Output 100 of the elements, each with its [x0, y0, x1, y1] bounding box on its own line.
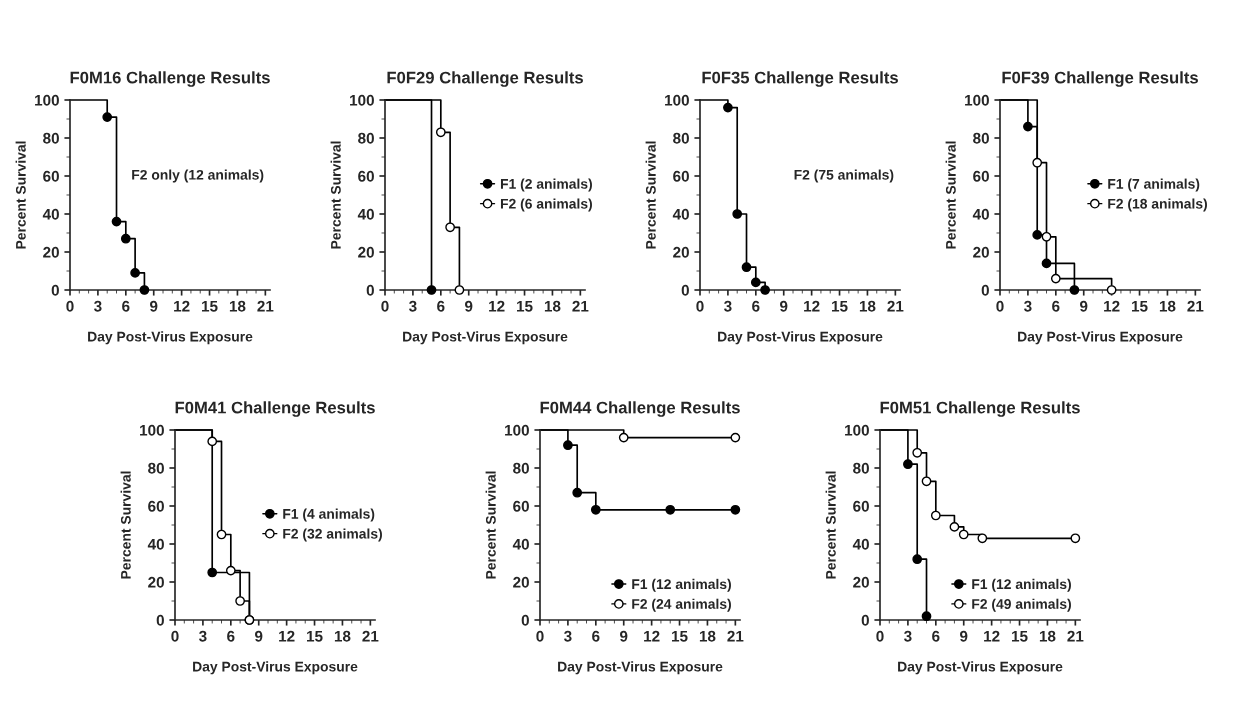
- x-tick-label: 9: [960, 630, 968, 642]
- y-tick-label: 100: [665, 94, 689, 106]
- y-tick-label: 0: [366, 284, 374, 296]
- x-tick-label: 6: [1052, 300, 1060, 312]
- x-tick-label: 12: [1104, 300, 1120, 312]
- x-tick-label: 0: [696, 300, 704, 312]
- x-axis-title: Day Post-Virus Exposure: [558, 661, 723, 675]
- y-tick-label: 80: [673, 132, 689, 144]
- y-tick-label: 80: [148, 462, 164, 474]
- y-tick-label: 0: [681, 284, 689, 296]
- y-tick-label: 60: [358, 170, 374, 182]
- x-tick-label: 21: [257, 300, 274, 312]
- x-tick-label: 9: [465, 300, 473, 312]
- legend-label: F2 (18 animals): [1108, 198, 1207, 212]
- x-tick-label: 0: [536, 630, 544, 642]
- x-tick-label: 9: [255, 630, 263, 642]
- x-tick-label: 15: [307, 630, 323, 642]
- y-tick-label: 80: [973, 132, 989, 144]
- y-tick-label: 80: [358, 132, 374, 144]
- y-tick-label: 20: [853, 576, 869, 588]
- y-tick-label: 80: [853, 462, 869, 474]
- x-tick-label: 18: [1039, 630, 1056, 642]
- y-axis-title: Percent Survival: [120, 471, 131, 579]
- y-tick-label: 100: [965, 94, 989, 106]
- legend-label: F2 (24 animals): [632, 598, 731, 612]
- y-tick-label: 40: [512, 538, 529, 550]
- x-tick-label: 6: [122, 300, 130, 312]
- x-tick-label: 12: [804, 300, 820, 312]
- x-tick-label: 21: [1187, 300, 1204, 312]
- y-tick-label: 100: [505, 424, 529, 436]
- x-axis-title: Day Post-Virus Exposure: [1018, 331, 1183, 345]
- x-tick-label: 6: [752, 300, 760, 312]
- y-tick-label: 20: [513, 576, 529, 588]
- y-axis-title: Percent Survival: [945, 141, 956, 249]
- x-tick-label: 12: [984, 630, 1000, 642]
- x-axis-title: Day Post-Virus Exposure: [898, 661, 1063, 675]
- y-axis-title: Percent Survival: [645, 141, 656, 249]
- x-tick-label: 21: [887, 300, 904, 312]
- x-tick-label: 12: [644, 630, 660, 642]
- x-tick-label: 18: [859, 300, 876, 312]
- x-tick-label: 6: [437, 300, 445, 312]
- chart-title: F0F29 Challenge Results: [387, 71, 583, 87]
- x-tick-label: 3: [564, 630, 572, 642]
- y-tick-label: 40: [357, 208, 374, 220]
- legend-label: F2 (32 animals): [283, 528, 382, 542]
- y-tick-label: 20: [673, 246, 689, 258]
- legend-label: F1 (7 animals): [1108, 178, 1200, 192]
- chart-title: F0F39 Challenge Results: [1002, 71, 1198, 87]
- y-tick-label: 20: [148, 576, 164, 588]
- x-axis-title: Day Post-Virus Exposure: [193, 661, 358, 675]
- x-tick-label: 9: [1080, 300, 1088, 312]
- x-tick-label: 0: [876, 630, 884, 642]
- x-tick-label: 15: [517, 300, 533, 312]
- legend-label: F2 (6 animals): [500, 198, 592, 212]
- y-tick-label: 60: [43, 170, 59, 182]
- y-tick-label: 0: [521, 614, 529, 626]
- x-tick-label: 21: [362, 630, 379, 642]
- x-tick-label: 0: [171, 630, 179, 642]
- y-tick-label: 0: [861, 614, 869, 626]
- x-tick-label: 15: [1132, 300, 1148, 312]
- y-tick-label: 80: [43, 132, 59, 144]
- x-tick-label: 12: [279, 630, 295, 642]
- y-tick-label: 20: [43, 246, 59, 258]
- x-tick-label: 3: [94, 300, 102, 312]
- x-tick-label: 6: [227, 630, 235, 642]
- x-tick-label: 21: [1067, 630, 1084, 642]
- y-tick-label: 40: [972, 208, 989, 220]
- x-tick-label: 3: [409, 300, 417, 312]
- x-tick-label: 21: [572, 300, 589, 312]
- y-tick-label: 80: [513, 462, 529, 474]
- y-tick-label: 100: [845, 424, 869, 436]
- annotation: F2 only (12 animals): [132, 169, 264, 183]
- y-tick-label: 60: [853, 500, 869, 512]
- legend-label: F1 (12 animals): [632, 578, 731, 592]
- y-tick-label: 60: [513, 500, 529, 512]
- y-tick-label: 40: [672, 208, 689, 220]
- chart-title: F0M16 Challenge Results: [70, 71, 270, 87]
- x-tick-label: 15: [202, 300, 218, 312]
- y-tick-label: 20: [973, 246, 989, 258]
- x-tick-label: 18: [699, 630, 716, 642]
- y-tick-label: 40: [42, 208, 59, 220]
- x-tick-label: 0: [381, 300, 389, 312]
- chart-title: F0M41 Challenge Results: [175, 401, 375, 417]
- x-tick-label: 18: [544, 300, 561, 312]
- x-tick-label: 0: [66, 300, 74, 312]
- y-axis-title: Percent Survival: [15, 141, 26, 249]
- y-tick-label: 40: [852, 538, 869, 550]
- x-axis-title: Day Post-Virus Exposure: [403, 331, 568, 345]
- x-tick-label: 15: [1012, 630, 1028, 642]
- legend-label: F1 (2 animals): [500, 178, 592, 192]
- x-tick-label: 9: [780, 300, 788, 312]
- x-axis-title: Day Post-Virus Exposure: [718, 331, 883, 345]
- x-tick-label: 21: [727, 630, 744, 642]
- x-axis-title: Day Post-Virus Exposure: [88, 331, 253, 345]
- x-tick-label: 3: [904, 630, 912, 642]
- chart-title: F0F35 Challenge Results: [702, 71, 898, 87]
- x-tick-label: 6: [592, 630, 600, 642]
- y-axis-title: Percent Survival: [330, 141, 341, 249]
- legend-label: F2 (49 animals): [972, 598, 1071, 612]
- x-tick-label: 9: [150, 300, 158, 312]
